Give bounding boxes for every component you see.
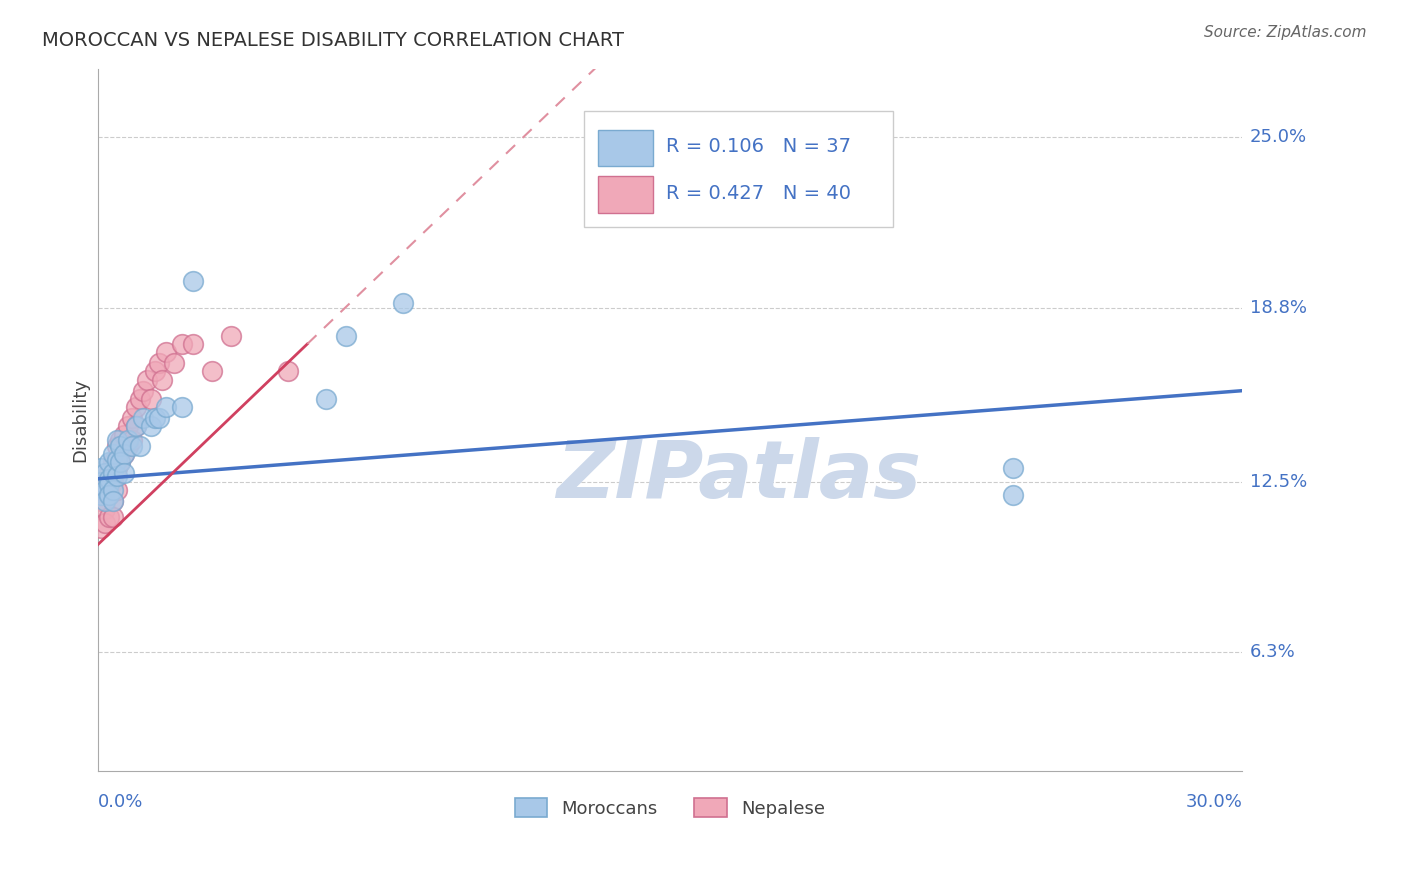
Point xyxy=(219,328,242,343)
Point xyxy=(139,392,162,406)
Point xyxy=(101,475,124,489)
Point xyxy=(112,467,135,481)
Point xyxy=(128,392,150,406)
Point xyxy=(112,447,135,461)
Point xyxy=(101,467,124,481)
Text: 18.8%: 18.8% xyxy=(1250,299,1306,317)
Point xyxy=(181,337,204,351)
Point xyxy=(94,483,117,497)
Point xyxy=(132,411,155,425)
Text: 30.0%: 30.0% xyxy=(1185,793,1241,811)
Point xyxy=(105,434,128,448)
Point xyxy=(101,493,124,508)
Point xyxy=(170,401,193,415)
Point xyxy=(143,411,166,425)
FancyBboxPatch shape xyxy=(598,130,652,167)
FancyBboxPatch shape xyxy=(598,177,652,213)
Point xyxy=(105,460,128,475)
Point xyxy=(121,434,143,448)
Point xyxy=(152,373,174,387)
Text: R = 0.427   N = 40: R = 0.427 N = 40 xyxy=(666,184,852,202)
Text: R = 0.106   N = 37: R = 0.106 N = 37 xyxy=(666,137,852,156)
Point xyxy=(98,467,121,481)
Point xyxy=(90,475,112,489)
Point xyxy=(101,455,124,469)
Point xyxy=(110,455,132,469)
Point xyxy=(201,364,224,378)
Text: 12.5%: 12.5% xyxy=(1250,473,1308,491)
Point xyxy=(101,447,124,461)
Point xyxy=(112,447,135,461)
Text: Source: ZipAtlas.com: Source: ZipAtlas.com xyxy=(1204,25,1367,40)
Point xyxy=(98,455,121,469)
Text: ZIPatlas: ZIPatlas xyxy=(555,437,921,515)
Point xyxy=(125,419,148,434)
Point xyxy=(94,475,117,489)
Point xyxy=(112,427,135,442)
Point xyxy=(94,502,117,516)
Point xyxy=(1002,460,1025,475)
Point xyxy=(105,469,128,483)
Point xyxy=(90,483,112,497)
Point xyxy=(98,488,121,502)
Point xyxy=(90,488,112,502)
Text: MOROCCAN VS NEPALESE DISABILITY CORRELATION CHART: MOROCCAN VS NEPALESE DISABILITY CORRELAT… xyxy=(42,31,624,50)
Point xyxy=(94,516,117,530)
Y-axis label: Disability: Disability xyxy=(72,377,89,461)
Point xyxy=(117,419,139,434)
Point xyxy=(121,411,143,425)
Point xyxy=(1002,488,1025,502)
Point xyxy=(277,364,299,378)
Point xyxy=(148,356,170,370)
Point xyxy=(125,419,148,434)
Point xyxy=(136,373,159,387)
Point xyxy=(391,295,413,310)
Point xyxy=(101,493,124,508)
Point xyxy=(98,472,121,486)
Point xyxy=(98,510,121,524)
Point xyxy=(139,419,162,434)
Text: 25.0%: 25.0% xyxy=(1250,128,1308,146)
Point xyxy=(163,356,186,370)
Point xyxy=(148,411,170,425)
Point xyxy=(90,460,112,475)
Point xyxy=(125,401,148,415)
Point xyxy=(117,434,139,448)
Point xyxy=(110,455,132,469)
Point xyxy=(315,392,337,406)
Point xyxy=(155,401,177,415)
Point xyxy=(90,521,112,535)
Point xyxy=(143,364,166,378)
Point xyxy=(181,274,204,288)
Point xyxy=(121,439,143,453)
Point xyxy=(94,467,117,481)
Point xyxy=(335,328,357,343)
Point xyxy=(101,483,124,497)
Point xyxy=(170,337,193,351)
Point xyxy=(98,477,121,491)
Point xyxy=(90,493,112,508)
Point xyxy=(105,439,128,453)
Point xyxy=(98,488,121,502)
Point xyxy=(110,439,132,453)
Point xyxy=(155,345,177,359)
Point xyxy=(105,483,128,497)
Point xyxy=(94,493,117,508)
Legend: Moroccans, Nepalese: Moroccans, Nepalese xyxy=(508,791,832,825)
Point xyxy=(117,439,139,453)
FancyBboxPatch shape xyxy=(583,111,893,227)
Text: 0.0%: 0.0% xyxy=(97,793,143,811)
Text: 6.3%: 6.3% xyxy=(1250,643,1295,661)
Point xyxy=(132,384,155,398)
Point xyxy=(101,510,124,524)
Point xyxy=(105,452,128,467)
Point xyxy=(110,434,132,448)
Point xyxy=(128,439,150,453)
